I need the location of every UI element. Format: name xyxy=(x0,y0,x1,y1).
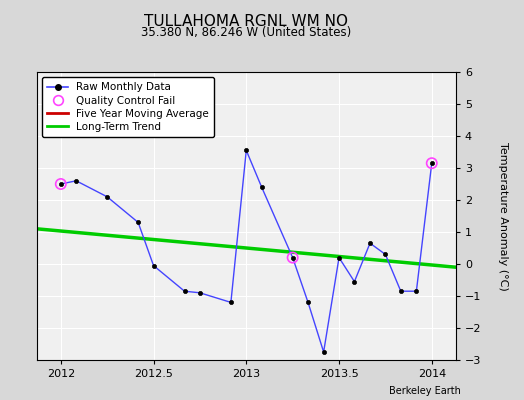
Text: TULLAHOMA RGNL WM NO: TULLAHOMA RGNL WM NO xyxy=(144,14,348,29)
Point xyxy=(288,254,297,261)
Point xyxy=(428,160,436,166)
Text: 35.380 N, 86.246 W (United States): 35.380 N, 86.246 W (United States) xyxy=(141,26,352,39)
Y-axis label: Temperature Anomaly (°C): Temperature Anomaly (°C) xyxy=(498,142,508,290)
Legend: Raw Monthly Data, Quality Control Fail, Five Year Moving Average, Long-Term Tren: Raw Monthly Data, Quality Control Fail, … xyxy=(42,77,214,137)
Text: Berkeley Earth: Berkeley Earth xyxy=(389,386,461,396)
Point xyxy=(57,181,65,187)
